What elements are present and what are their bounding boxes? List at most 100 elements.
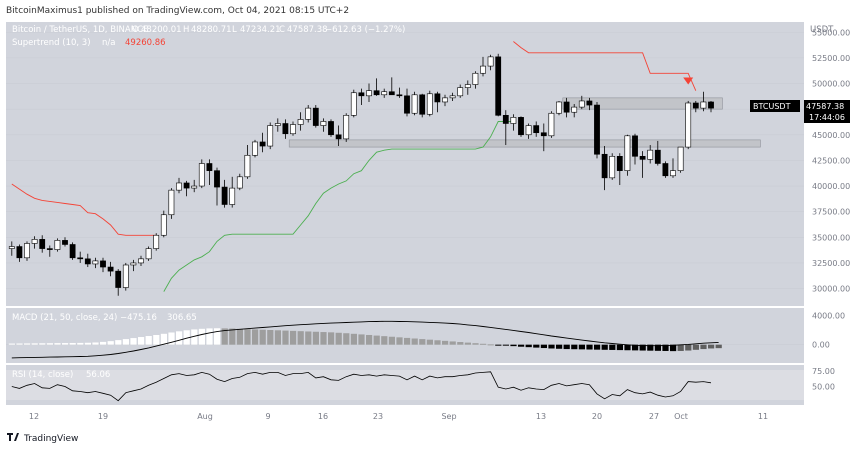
price-tick-label: 35000.00 bbox=[812, 233, 850, 242]
candle-body bbox=[8, 246, 15, 249]
macd-histogram-bar bbox=[214, 328, 221, 345]
macd-histogram-bar bbox=[472, 343, 479, 345]
ohlc-open: 48200.01 bbox=[141, 25, 182, 35]
price-axis: 55000.0052500.0050000.0047500.0045000.00… bbox=[812, 28, 850, 391]
candle-body bbox=[191, 185, 198, 189]
candle-body bbox=[601, 153, 608, 179]
macd-histogram-bar bbox=[297, 331, 304, 345]
macd-histogram-bar bbox=[381, 336, 388, 345]
supertrend-na: n/a bbox=[102, 38, 115, 48]
candle-body bbox=[472, 72, 479, 85]
candle-body bbox=[244, 154, 251, 178]
macd-histogram-bar bbox=[54, 343, 61, 345]
supertrend-up-line bbox=[163, 121, 514, 292]
supertrend-value: 49260.86 bbox=[125, 38, 166, 48]
macd-panel-background bbox=[6, 308, 804, 363]
price-tick-label: 37500.00 bbox=[812, 208, 850, 217]
candle-body bbox=[533, 125, 540, 134]
candle-body bbox=[442, 97, 448, 103]
macd-histogram-bar bbox=[449, 341, 456, 345]
candle-body bbox=[556, 101, 562, 114]
macd-histogram-bar bbox=[525, 344, 532, 348]
macd-histogram-bar bbox=[685, 344, 692, 351]
candle-body bbox=[16, 246, 23, 259]
macd-histogram-bar bbox=[388, 336, 395, 345]
supertrend-lines bbox=[11, 41, 697, 292]
macd-histogram-bar bbox=[267, 330, 274, 345]
candle-body bbox=[388, 91, 395, 96]
candle-body bbox=[708, 101, 714, 109]
macd-histogram-bar bbox=[609, 344, 616, 350]
macd-histogram-bar bbox=[495, 344, 502, 346]
macd-histogram-bar bbox=[715, 344, 722, 349]
candle-body bbox=[252, 141, 258, 156]
candle-body bbox=[92, 260, 99, 265]
supertrend-down-line-late bbox=[513, 41, 697, 91]
publisher-line: BitcoinMaximus1 published on TradingView… bbox=[6, 6, 349, 16]
macd-histogram-bar bbox=[700, 344, 707, 350]
macd-histogram-bar bbox=[548, 344, 555, 349]
macd-histogram-bar bbox=[31, 343, 38, 345]
macd-histogram-bar bbox=[540, 344, 547, 349]
candle-body bbox=[290, 124, 296, 135]
time-tick-label: Aug bbox=[197, 412, 213, 421]
candle-body bbox=[616, 156, 623, 171]
candle-body bbox=[335, 134, 342, 140]
ohlc-l-label: L bbox=[232, 25, 237, 35]
candle-body bbox=[69, 244, 76, 259]
time-tick-label: 11 bbox=[758, 412, 768, 421]
supertrend-label: Supertrend (10, 3) bbox=[12, 38, 91, 48]
macd-histogram-bar bbox=[419, 339, 426, 345]
macd-histogram-bar bbox=[343, 333, 350, 345]
macd-histogram-bar bbox=[191, 329, 198, 345]
macd-histogram-bar bbox=[533, 344, 540, 348]
candle-body bbox=[647, 149, 654, 160]
macd-histogram-bar bbox=[578, 344, 585, 350]
macd-histogram-bar bbox=[510, 344, 517, 347]
candle-body bbox=[312, 107, 319, 126]
candle-body bbox=[259, 141, 266, 147]
macd-tick-label: 0.00 bbox=[812, 341, 830, 350]
candle-body bbox=[434, 93, 441, 103]
tradingview-logo-icon bbox=[7, 433, 19, 441]
candle-body bbox=[449, 95, 456, 99]
macd-tick-label: 4000.00 bbox=[812, 311, 845, 320]
ohlc-high: 48280.71 bbox=[191, 25, 232, 35]
macd-histogram-bar bbox=[244, 329, 251, 345]
candle-body bbox=[548, 112, 555, 137]
macd-histogram-bar bbox=[647, 344, 654, 351]
candle-body bbox=[457, 87, 464, 97]
macd-histogram-bar bbox=[16, 343, 23, 345]
macd-histogram-bar bbox=[571, 344, 578, 350]
candle-body bbox=[153, 234, 160, 249]
time-tick-label: Sep bbox=[441, 412, 456, 421]
time-tick-label: 13 bbox=[536, 412, 546, 421]
macd-histogram-bar bbox=[312, 331, 319, 345]
price-tick-label: 50000.00 bbox=[812, 80, 850, 89]
macd-histogram-bar bbox=[556, 344, 563, 349]
macd-histogram-bar bbox=[69, 342, 76, 345]
candle-body bbox=[685, 102, 692, 148]
macd-histogram-bar bbox=[24, 343, 31, 345]
rsi-band bbox=[6, 370, 804, 400]
macd-value-1: −475.16 bbox=[120, 313, 157, 323]
macd-line bbox=[11, 320, 719, 359]
macd-histogram-bar bbox=[160, 333, 167, 345]
rsi-label: RSI (14, close) bbox=[12, 370, 73, 380]
candle-body bbox=[670, 170, 676, 177]
candle-body bbox=[24, 243, 30, 259]
candle-body bbox=[274, 123, 281, 126]
macd-histogram-bar bbox=[411, 338, 418, 345]
macd-histogram-bar bbox=[442, 340, 449, 345]
currency-label: USDT bbox=[810, 25, 834, 35]
macd-histogram-bar bbox=[115, 340, 122, 345]
candle-body bbox=[39, 239, 46, 249]
candle-body bbox=[464, 84, 471, 88]
candle-body bbox=[677, 146, 684, 171]
macd-histogram-bar bbox=[457, 342, 464, 345]
time-tick-label: 23 bbox=[373, 412, 383, 421]
macd-histogram-bar bbox=[320, 332, 327, 345]
macd-histogram-bar bbox=[601, 344, 608, 350]
candle-body bbox=[662, 163, 669, 177]
